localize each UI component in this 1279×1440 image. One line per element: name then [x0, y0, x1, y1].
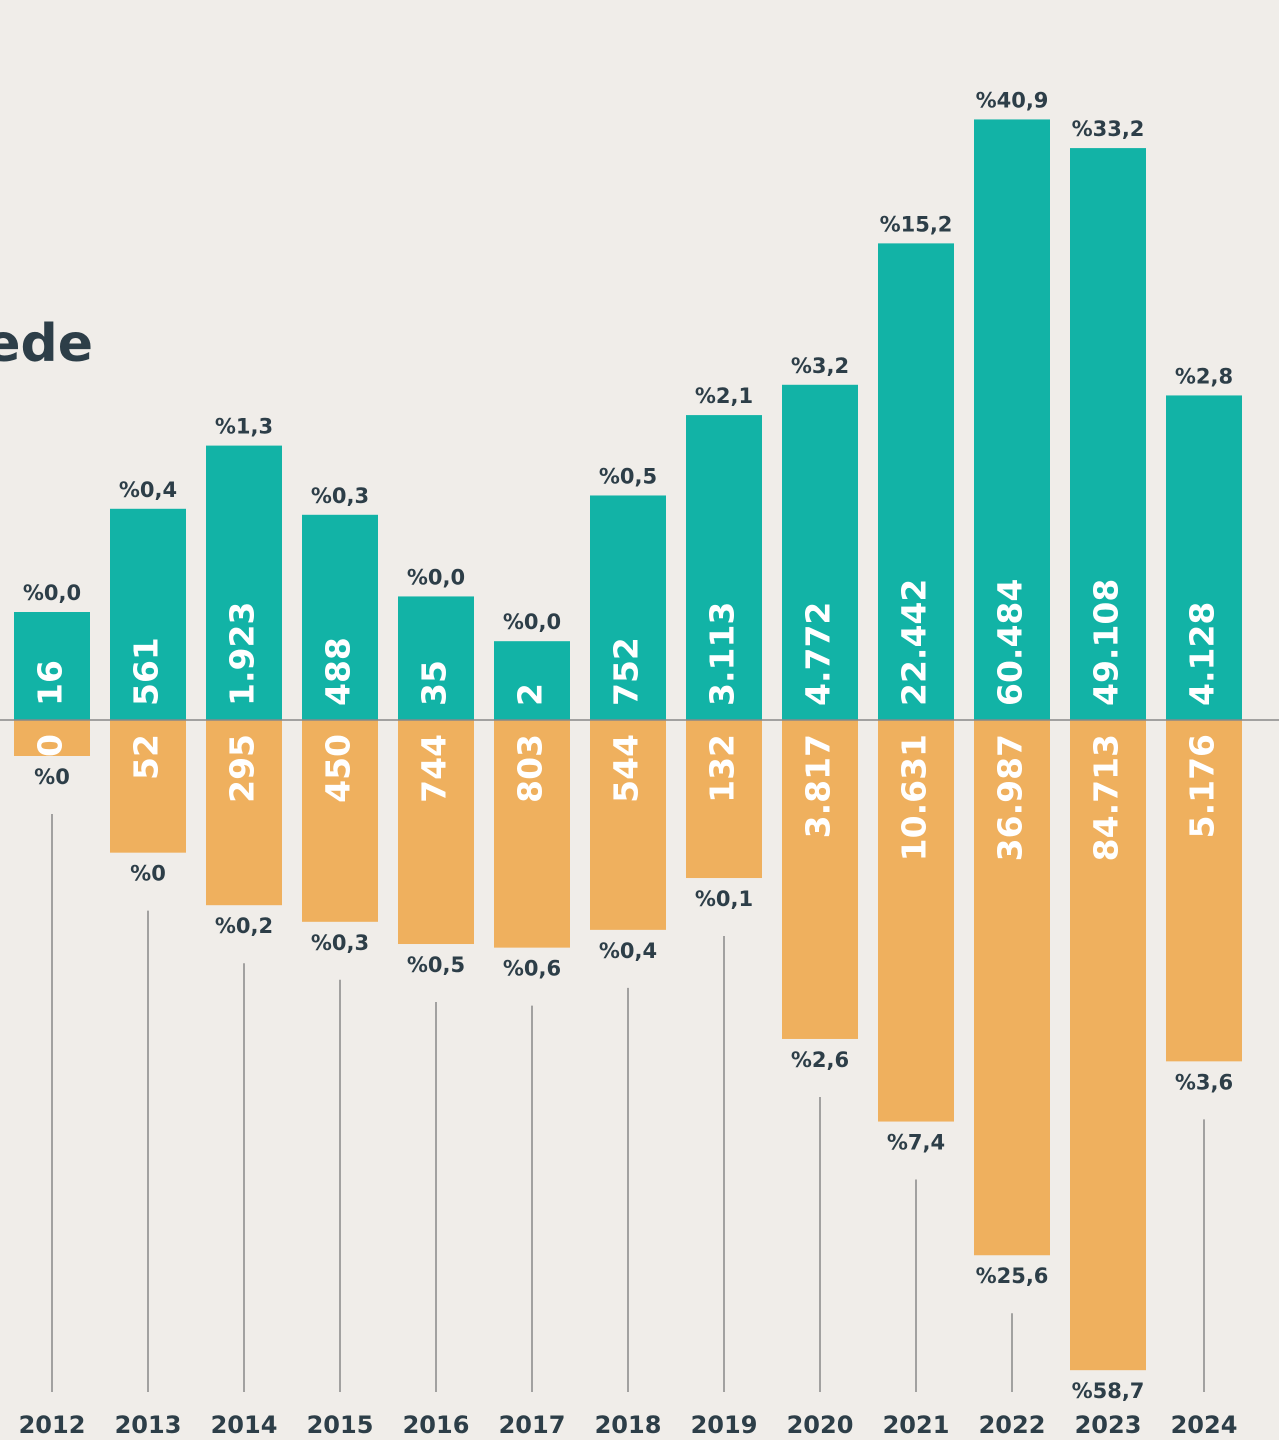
percentage-label: %2,6 — [791, 1048, 849, 1072]
value-label: 803 — [511, 734, 550, 803]
value-label: 752 — [607, 637, 646, 706]
percentage-label: %0,2 — [215, 914, 273, 938]
percentage-label: %0,5 — [407, 953, 465, 977]
chart-title: ede — [0, 314, 93, 374]
bar — [878, 720, 954, 1122]
value-label: 0 — [31, 734, 70, 757]
bar — [590, 495, 666, 720]
bar — [14, 720, 90, 756]
percentage-label: %58,7 — [1072, 1379, 1145, 1403]
percentage-label: %0,3 — [311, 931, 369, 955]
bar — [686, 720, 762, 879]
bar — [494, 720, 570, 948]
percentage-label: %15,2 — [880, 212, 953, 236]
x-tick-label: 2013 — [115, 1411, 182, 1439]
value-label: 3.817 — [799, 734, 838, 838]
bar — [494, 641, 570, 720]
bar — [206, 720, 282, 906]
percentage-label: %0,4 — [119, 478, 177, 502]
percentage-label: %0,4 — [599, 939, 657, 963]
value-label: 1.923 — [223, 602, 262, 706]
percentage-label: %7,4 — [887, 1131, 945, 1155]
value-label: 16 — [31, 660, 70, 706]
value-label: 4.128 — [1183, 602, 1222, 706]
percentage-label: %3,6 — [1175, 1070, 1233, 1094]
x-tick-label: 2024 — [1171, 1411, 1238, 1439]
bar — [110, 720, 186, 853]
value-label: 52 — [127, 734, 166, 780]
value-label: 561 — [127, 637, 166, 706]
value-label: 10.631 — [895, 734, 934, 861]
bar — [590, 720, 666, 930]
x-tick-label: 2022 — [979, 1411, 1046, 1439]
bar — [398, 596, 474, 720]
x-tick-label: 2019 — [691, 1411, 758, 1439]
percentage-label: %40,9 — [976, 88, 1049, 112]
x-tick-label: 2021 — [883, 1411, 950, 1439]
value-label: 744 — [415, 734, 454, 803]
x-tick-label: 2017 — [499, 1411, 566, 1439]
value-label: 3.113 — [703, 602, 742, 706]
x-tick-label: 2012 — [19, 1411, 86, 1439]
percentage-label: %0,0 — [23, 581, 81, 605]
value-label: 2 — [511, 683, 550, 706]
x-tick-label: 2020 — [787, 1411, 854, 1439]
value-label: 132 — [703, 734, 742, 803]
percentage-label: %0,0 — [407, 565, 465, 589]
bar — [878, 243, 954, 720]
x-tick-label: 2014 — [211, 1411, 278, 1439]
bar — [302, 720, 378, 922]
value-label: 544 — [607, 734, 646, 803]
percentage-label: %0 — [34, 765, 70, 789]
bar — [14, 612, 90, 720]
value-label: 60.484 — [991, 579, 1030, 706]
value-label: 36.987 — [991, 734, 1030, 861]
x-tick-label: 2018 — [595, 1411, 662, 1439]
value-label: 84.713 — [1087, 734, 1126, 861]
value-label: 295 — [223, 734, 262, 803]
percentage-label: %0,1 — [695, 887, 753, 911]
x-tick-label: 2016 — [403, 1411, 470, 1439]
x-tick-label: 2023 — [1075, 1411, 1142, 1439]
value-label: 49.108 — [1087, 579, 1126, 706]
percentage-label: %0,3 — [311, 484, 369, 508]
bar — [110, 508, 186, 720]
value-label: 4.772 — [799, 602, 838, 706]
bar — [1166, 720, 1242, 1062]
bar — [686, 415, 762, 720]
percentage-label: %2,1 — [695, 384, 753, 408]
percentage-label: %33,2 — [1072, 117, 1145, 141]
bar — [206, 445, 282, 720]
bar — [782, 384, 858, 720]
bar — [974, 720, 1050, 1256]
bar — [302, 514, 378, 720]
bar — [1070, 148, 1146, 720]
percentage-label: %1,3 — [215, 415, 273, 439]
percentage-label: %0,0 — [503, 610, 561, 634]
bar — [974, 119, 1050, 721]
percentage-label: %0 — [130, 862, 166, 886]
percentage-label: %0,6 — [503, 957, 561, 981]
bar — [1166, 395, 1242, 720]
bar — [1070, 720, 1146, 1371]
percentage-label: %2,8 — [1175, 364, 1233, 388]
value-label: 488 — [319, 637, 358, 706]
percentage-label: %25,6 — [976, 1264, 1049, 1288]
value-label: 5.176 — [1183, 734, 1222, 838]
percentage-label: %0,5 — [599, 464, 657, 488]
percentage-label: %3,2 — [791, 354, 849, 378]
value-label: 450 — [319, 734, 358, 803]
value-label: 35 — [415, 660, 454, 706]
bar — [782, 720, 858, 1039]
x-tick-label: 2015 — [307, 1411, 374, 1439]
bar — [398, 720, 474, 945]
value-label: 22.442 — [895, 579, 934, 706]
